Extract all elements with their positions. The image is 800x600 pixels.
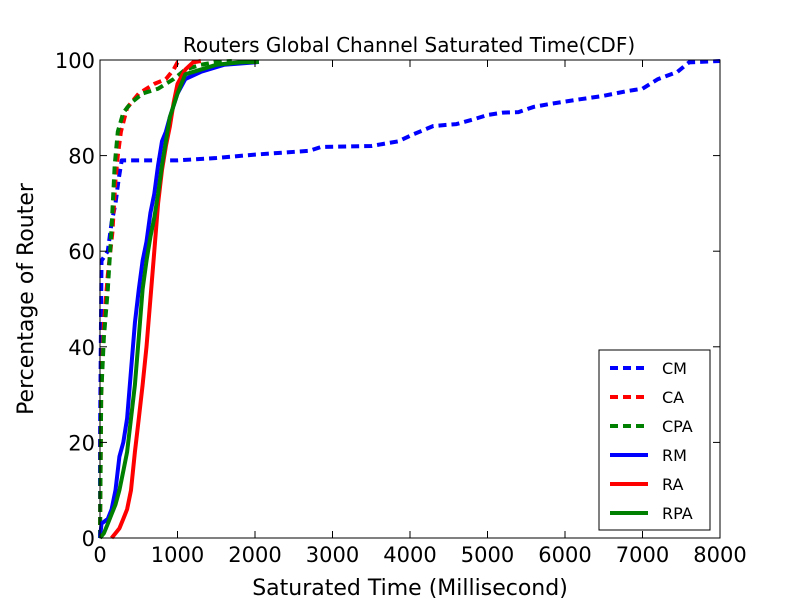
y-tick-label: 80 (68, 145, 95, 169)
series-line-ca (98, 59, 183, 539)
x-tick-label: 7000 (616, 543, 669, 567)
legend-label-cm: CM (662, 359, 687, 378)
x-tick-label: 0 (93, 543, 106, 567)
legend-label-ra: RA (662, 475, 683, 494)
legend-label-rpa: RPA (662, 504, 693, 523)
series-line-cpa (98, 59, 232, 539)
y-tick-label: 20 (68, 431, 95, 455)
y-axis-label: Percentage of Router (14, 182, 39, 415)
legend-box (598, 349, 711, 531)
series-line-ra (110, 59, 202, 540)
x-tick-label: 1000 (151, 543, 204, 567)
x-axis-label: Saturated Time (Millisecond) (252, 576, 568, 600)
legend-label-rm: RM (662, 446, 687, 465)
x-tick-label: 6000 (538, 543, 591, 567)
series-line-cm (98, 59, 721, 538)
y-tick-label: 40 (68, 336, 95, 360)
legend: CM CA CPA RM RA RPA (598, 349, 711, 531)
y-tick-label: 100 (55, 49, 95, 73)
ticks-layer: 0 1000 2000 3000 4000 5000 6000 7000 8000 0 20 40 60… (55, 49, 747, 567)
x-tick-label: 8000 (693, 543, 746, 567)
x-tick-label: 3000 (306, 543, 359, 567)
legend-label-ca: CA (662, 388, 684, 407)
legend-label-cpa: CPA (662, 417, 693, 436)
x-tick-label: 4000 (383, 543, 436, 567)
x-tick-label: 2000 (228, 543, 281, 567)
series-line-rpa (98, 59, 259, 540)
x-tick-label: 5000 (461, 543, 514, 567)
series-layer (98, 59, 721, 540)
y-tick-label: 0 (82, 527, 95, 551)
chart-title: Routers Global Channel Saturated Time(CD… (183, 33, 635, 57)
y-tick-label: 60 (68, 240, 95, 264)
